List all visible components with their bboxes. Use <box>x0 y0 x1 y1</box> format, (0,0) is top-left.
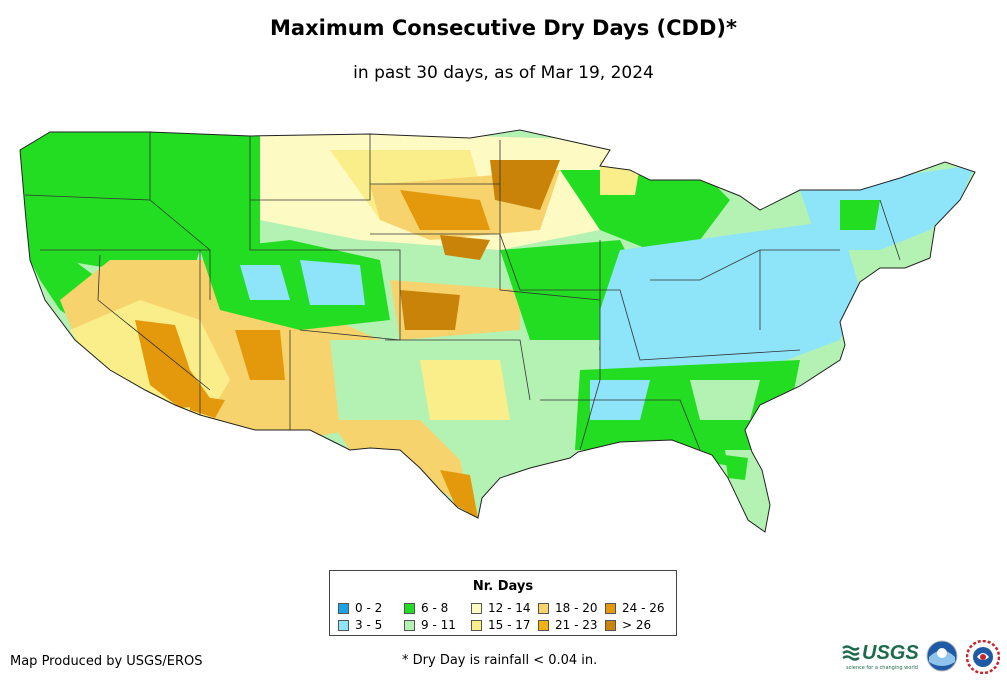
legend-swatch <box>605 619 616 631</box>
legend: Nr. Days 0 - 2 3 - 5 6 - 8 9 - 11 12 - 1… <box>329 570 677 636</box>
usgs-wave-icon <box>842 645 860 661</box>
usgs-tagline: science for a changing world <box>846 665 918 671</box>
legend-swatch <box>538 602 549 614</box>
legend-item-3-5: 3 - 5 <box>338 618 382 632</box>
legend-item-18-20: 18 - 20 <box>538 601 598 615</box>
state-boundaries <box>24 132 901 451</box>
map-subtitle: in past 30 days, as of Mar 19, 2024 <box>353 63 654 83</box>
legend-swatch <box>338 619 349 631</box>
legend-swatch <box>605 602 616 614</box>
usgs-logo: USGS <box>862 642 919 664</box>
legend-item-gt-26: > 26 <box>605 618 651 632</box>
map-title: Maximum Consecutive Dry Days (CDD)* <box>270 16 737 40</box>
cdd-map <box>19 129 976 533</box>
legend-swatch <box>471 602 482 614</box>
legend-swatch <box>538 619 549 631</box>
legend-swatch <box>471 619 482 631</box>
legend-title: Nr. Days <box>472 579 534 594</box>
legend-item-6-8: 6 - 8 <box>404 601 448 615</box>
legend-item-24-26: 24 - 26 <box>605 601 665 615</box>
legend-swatch <box>404 602 415 614</box>
legend-item-9-11: 9 - 11 <box>404 618 456 632</box>
footnote: * Dry Day is rainfall < 0.04 in. <box>402 653 598 668</box>
legend-swatch <box>404 619 415 631</box>
legend-item-0-2: 0 - 2 <box>338 601 382 615</box>
map-credit: Map Produced by USGS/EROS <box>10 654 203 669</box>
nws-logo-icon <box>966 640 1000 674</box>
legend-item-21-23: 21 - 23 <box>538 618 598 632</box>
legend-swatch <box>338 602 349 614</box>
noaa-logo-icon <box>926 640 958 672</box>
agency-logos: USGS science for a changing world <box>842 638 1002 678</box>
legend-item-12-14: 12 - 14 <box>471 601 531 615</box>
legend-item-15-17: 15 - 17 <box>471 618 531 632</box>
